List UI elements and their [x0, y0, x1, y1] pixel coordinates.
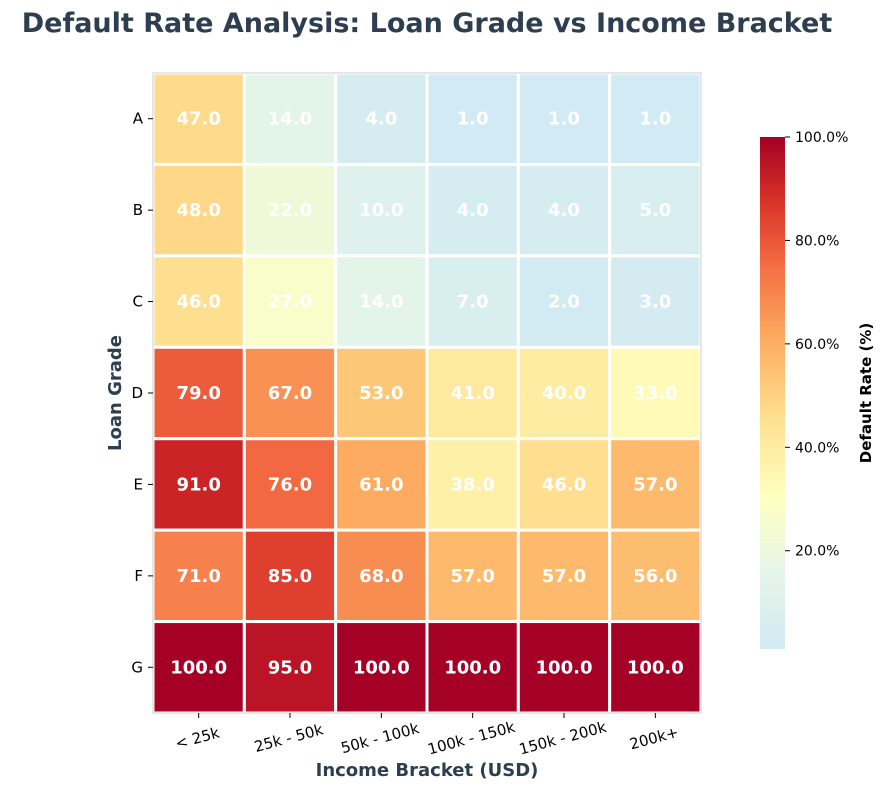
cell-value-label: 68.0 — [359, 566, 403, 587]
colorbar-ticks: 20.0% 40.0% 60.0% 80.0% 100.0% — [785, 130, 848, 560]
cell-value-label: 3.0 — [639, 292, 671, 313]
cell-value-label: 14.0 — [268, 109, 312, 130]
colorbar-tick-label: 40.0% — [795, 440, 839, 456]
x-tick-label: 100k - 150k — [426, 718, 517, 759]
heatmap-cell — [151, 528, 246, 624]
cell-value-label: 53.0 — [359, 383, 403, 404]
cell-value-label: 56.0 — [633, 566, 677, 587]
heatmap-cell — [516, 437, 612, 532]
heatmap-cell — [151, 345, 246, 441]
y-tick-label: E — [134, 475, 143, 493]
y-tick-label: G — [131, 658, 143, 676]
cell-value-label: 27.0 — [268, 292, 312, 313]
heatmap-cell — [242, 345, 338, 441]
heatmap-cell — [242, 71, 338, 166]
cell-value-label: 14.0 — [359, 292, 403, 313]
colorbar-tick-label: 60.0% — [795, 337, 839, 353]
y-tick-label: B — [133, 201, 143, 219]
y-tick-label: A — [133, 110, 144, 128]
heatmap-cell — [608, 620, 703, 715]
x-axis-label: Income Bracket (USD) — [316, 760, 539, 781]
colorbar-tick-label: 80.0% — [795, 233, 839, 249]
cell-value-label: 76.0 — [268, 474, 312, 495]
cell-value-label: 71.0 — [176, 566, 220, 587]
cell-value-label: 10.0 — [359, 200, 403, 221]
x-axis-ticks: < 25k 25k - 50k 50k - 100k 100k - 150k 150k … — [173, 713, 680, 758]
y-tick-label: D — [131, 384, 143, 402]
cell-value-label: 41.0 — [450, 383, 494, 404]
cell-value-label: 79.0 — [176, 383, 220, 404]
cell-value-label: 85.0 — [268, 566, 312, 587]
heatmap-cell — [425, 162, 520, 258]
cell-value-label: 4.0 — [457, 200, 489, 221]
y-tick-label: F — [134, 567, 143, 585]
heatmap-cell — [516, 254, 612, 349]
cell-value-label: 1.0 — [457, 109, 489, 130]
heatmap-cell — [334, 345, 429, 441]
colorbar — [760, 137, 785, 649]
chart-title: Default Rate Analysis: Loan Grade vs Inc… — [22, 8, 833, 39]
heatmap-cell — [425, 345, 520, 441]
cell-value-label: 47.0 — [176, 109, 220, 130]
cell-value-label: 100.0 — [536, 657, 593, 678]
heatmap-cell — [334, 437, 429, 532]
cell-value-label: 95.0 — [268, 657, 312, 678]
cell-value-label: 57.0 — [450, 566, 494, 587]
cell-value-label: 100.0 — [353, 657, 410, 678]
heatmap-cell — [608, 71, 703, 166]
heatmap-cell — [516, 345, 612, 441]
cell-value-label: 57.0 — [633, 474, 677, 495]
cell-value-label: 7.0 — [457, 292, 489, 313]
cell-value-label: 100.0 — [627, 657, 684, 678]
cell-value-label: 1.0 — [639, 109, 671, 130]
cell-value-label: 1.0 — [548, 109, 580, 130]
colorbar-tick-label: 20.0% — [795, 544, 839, 560]
heatmap-cell — [151, 620, 246, 715]
cell-value-label: 46.0 — [176, 292, 220, 313]
heatmap-cell — [608, 162, 703, 258]
heatmap-cells: 47.0 14.0 4.0 1.0 1.0 1.0 48.0 22.0 10.0 4.0 4.0 5.… — [151, 71, 703, 715]
cell-value-label: 48.0 — [176, 200, 220, 221]
x-tick-label: 150k - 200k — [517, 718, 608, 759]
colorbar-label: Default Rate (%) — [857, 323, 875, 463]
x-tick-label: 25k - 50k — [252, 720, 325, 756]
cell-value-label: 67.0 — [268, 383, 312, 404]
heatmap-cell — [608, 528, 703, 624]
x-tick-label: < 25k — [173, 724, 222, 753]
cell-value-label: 5.0 — [639, 200, 671, 221]
y-axis-ticks: A B C D E F G — [131, 110, 153, 676]
cell-value-label: 22.0 — [268, 200, 312, 221]
y-tick-label: C — [133, 293, 143, 311]
y-axis-label: Loan Grade — [105, 335, 126, 451]
colorbar-tick-label: 100.0% — [795, 130, 848, 146]
heatmap-cell — [425, 254, 520, 349]
cell-value-label: 38.0 — [450, 474, 494, 495]
cell-value-label: 61.0 — [359, 474, 403, 495]
cell-value-label: 91.0 — [176, 474, 220, 495]
cell-value-label: 2.0 — [548, 292, 580, 313]
cell-value-label: 4.0 — [548, 200, 580, 221]
cell-value-label: 57.0 — [542, 566, 586, 587]
x-tick-label: 50k - 100k — [339, 719, 421, 757]
cell-value-label: 100.0 — [444, 657, 501, 678]
x-tick-label: 200k+ — [628, 723, 681, 753]
cell-value-label: 33.0 — [633, 383, 677, 404]
cell-value-label: 46.0 — [542, 474, 586, 495]
heatmap-cell — [242, 254, 338, 349]
heatmap-cell — [242, 162, 338, 258]
cell-value-label: 100.0 — [170, 657, 227, 678]
cell-value-label: 40.0 — [542, 383, 586, 404]
cell-value-label: 4.0 — [365, 109, 397, 130]
